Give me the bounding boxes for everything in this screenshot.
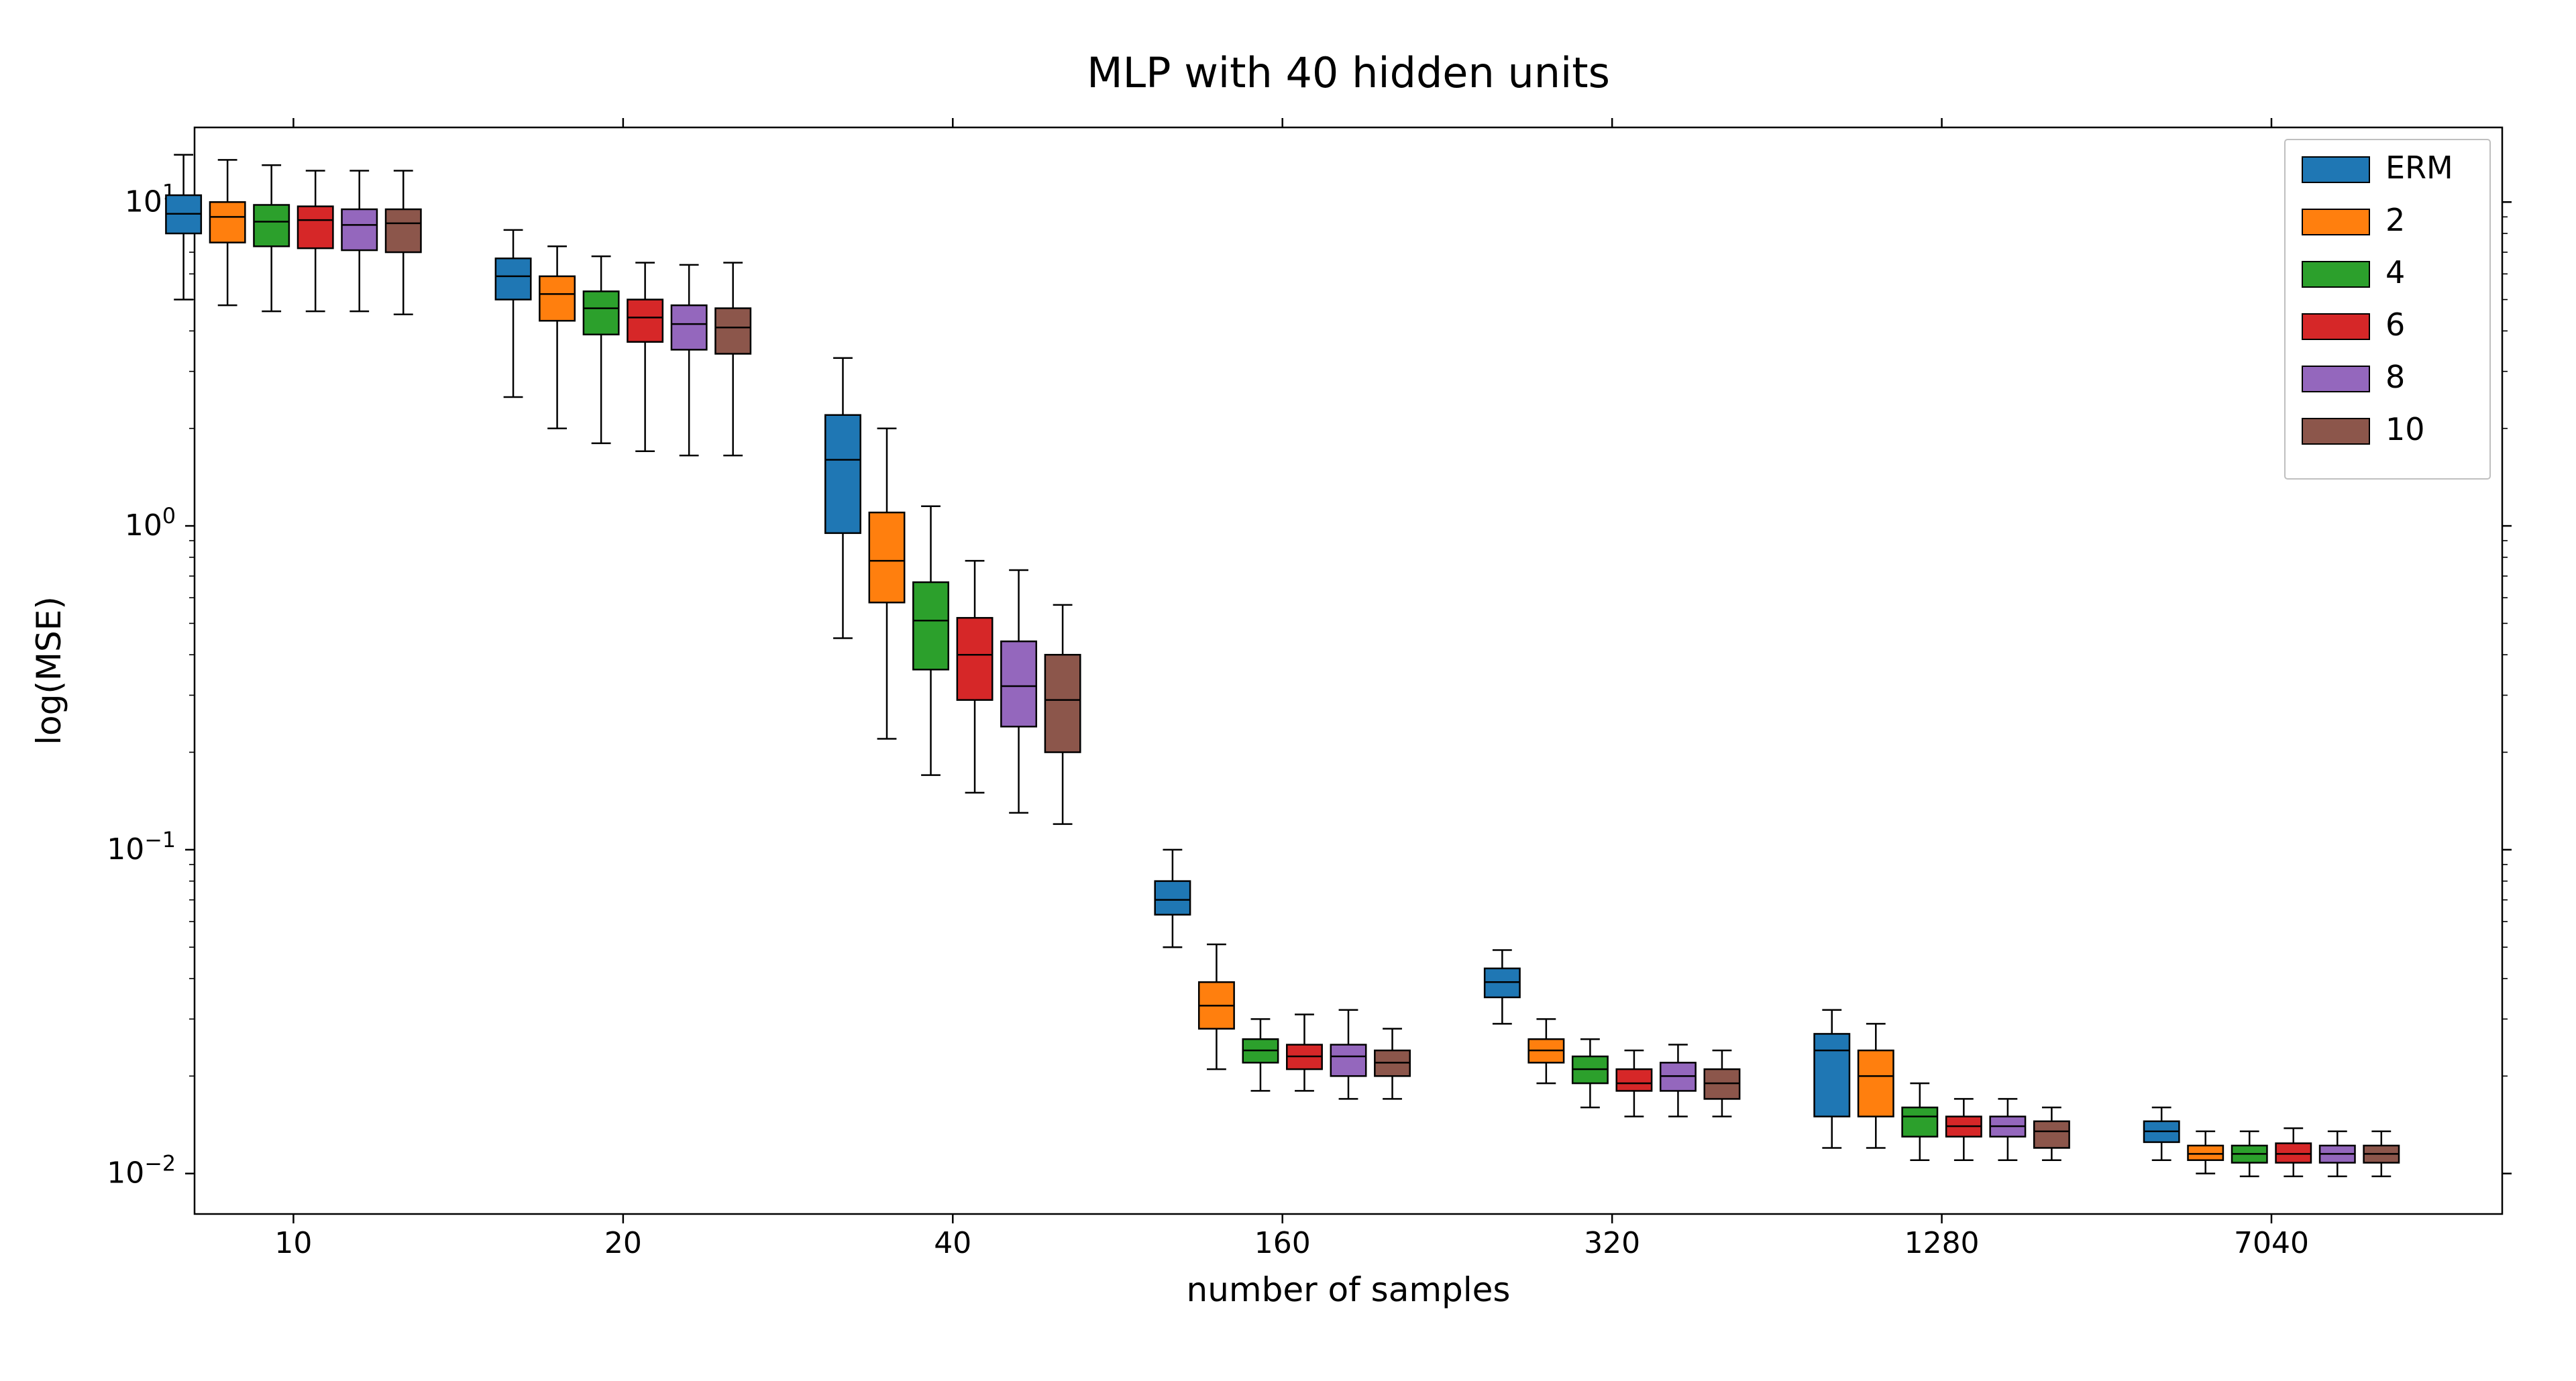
box xyxy=(672,265,706,455)
ytick-label: 10−2 xyxy=(107,1152,176,1191)
box xyxy=(1045,605,1080,824)
box xyxy=(1287,1014,1322,1091)
box xyxy=(1243,1019,1278,1091)
xtick-label: 10 xyxy=(274,1226,312,1260)
legend-swatch xyxy=(2302,314,2369,339)
box xyxy=(1485,950,1519,1024)
box xyxy=(1529,1019,1564,1083)
box xyxy=(1946,1099,1981,1160)
boxplot-chart: 10−210−110010110204016032012807040number… xyxy=(0,0,2576,1381)
xtick-label: 1280 xyxy=(1904,1226,1980,1260)
box xyxy=(2320,1131,2355,1176)
box xyxy=(1199,944,1234,1069)
box xyxy=(1815,1010,1849,1148)
xtick-label: 7040 xyxy=(2234,1226,2309,1260)
ytick-label: 100 xyxy=(125,504,176,543)
xtick-label: 20 xyxy=(604,1226,642,1260)
box xyxy=(2034,1107,2069,1160)
svg-text:10−2: 10−2 xyxy=(107,1152,176,1191)
svg-text:100: 100 xyxy=(125,504,176,543)
box xyxy=(2276,1128,2311,1176)
box xyxy=(2232,1131,2267,1176)
box xyxy=(1617,1050,1652,1117)
box xyxy=(1705,1050,1739,1117)
box xyxy=(1990,1099,2025,1160)
legend-swatch xyxy=(2302,262,2369,287)
legend-label: 6 xyxy=(2385,307,2405,343)
legend-label: 4 xyxy=(2385,254,2405,290)
legend-label: 2 xyxy=(2385,202,2405,238)
box xyxy=(825,358,860,639)
box xyxy=(715,263,750,455)
box xyxy=(496,230,531,397)
box xyxy=(1375,1029,1409,1099)
box xyxy=(254,165,288,311)
box xyxy=(342,170,377,311)
box xyxy=(1660,1045,1695,1117)
box xyxy=(1858,1024,1893,1148)
box xyxy=(913,506,948,775)
chart-container: 10−210−110010110204016032012807040number… xyxy=(0,0,2576,1381)
box xyxy=(1001,570,1036,813)
legend-swatch xyxy=(2302,209,2369,235)
svg-text:10−1: 10−1 xyxy=(107,828,176,867)
chart-title: MLP with 40 hidden units xyxy=(1087,48,1610,97)
box xyxy=(627,263,662,451)
box xyxy=(584,256,619,443)
box xyxy=(166,155,201,300)
box xyxy=(2364,1131,2399,1176)
x-axis-label: number of samples xyxy=(1187,1270,1511,1309)
box xyxy=(869,429,904,739)
box xyxy=(1331,1010,1366,1099)
legend: ERM 2 4 6 8 10 xyxy=(2285,140,2490,479)
xtick-label: 40 xyxy=(934,1226,971,1260)
box xyxy=(1572,1039,1607,1107)
box xyxy=(2144,1107,2179,1160)
xtick-label: 320 xyxy=(1584,1226,1640,1260)
legend-label: ERM xyxy=(2385,150,2453,186)
y-axis-label: log(MSE) xyxy=(30,596,68,745)
legend-label: 8 xyxy=(2385,359,2405,395)
box xyxy=(1902,1083,1937,1160)
box xyxy=(957,561,992,793)
box xyxy=(2188,1131,2223,1174)
box xyxy=(210,160,245,305)
box xyxy=(1155,850,1190,947)
box xyxy=(298,170,333,311)
legend-swatch xyxy=(2302,419,2369,444)
legend-swatch xyxy=(2302,157,2369,182)
xtick-label: 160 xyxy=(1254,1226,1311,1260)
box xyxy=(386,170,421,314)
box xyxy=(539,246,574,428)
ytick-label: 10−1 xyxy=(107,828,176,867)
legend-swatch xyxy=(2302,366,2369,392)
legend-label: 10 xyxy=(2385,411,2425,447)
